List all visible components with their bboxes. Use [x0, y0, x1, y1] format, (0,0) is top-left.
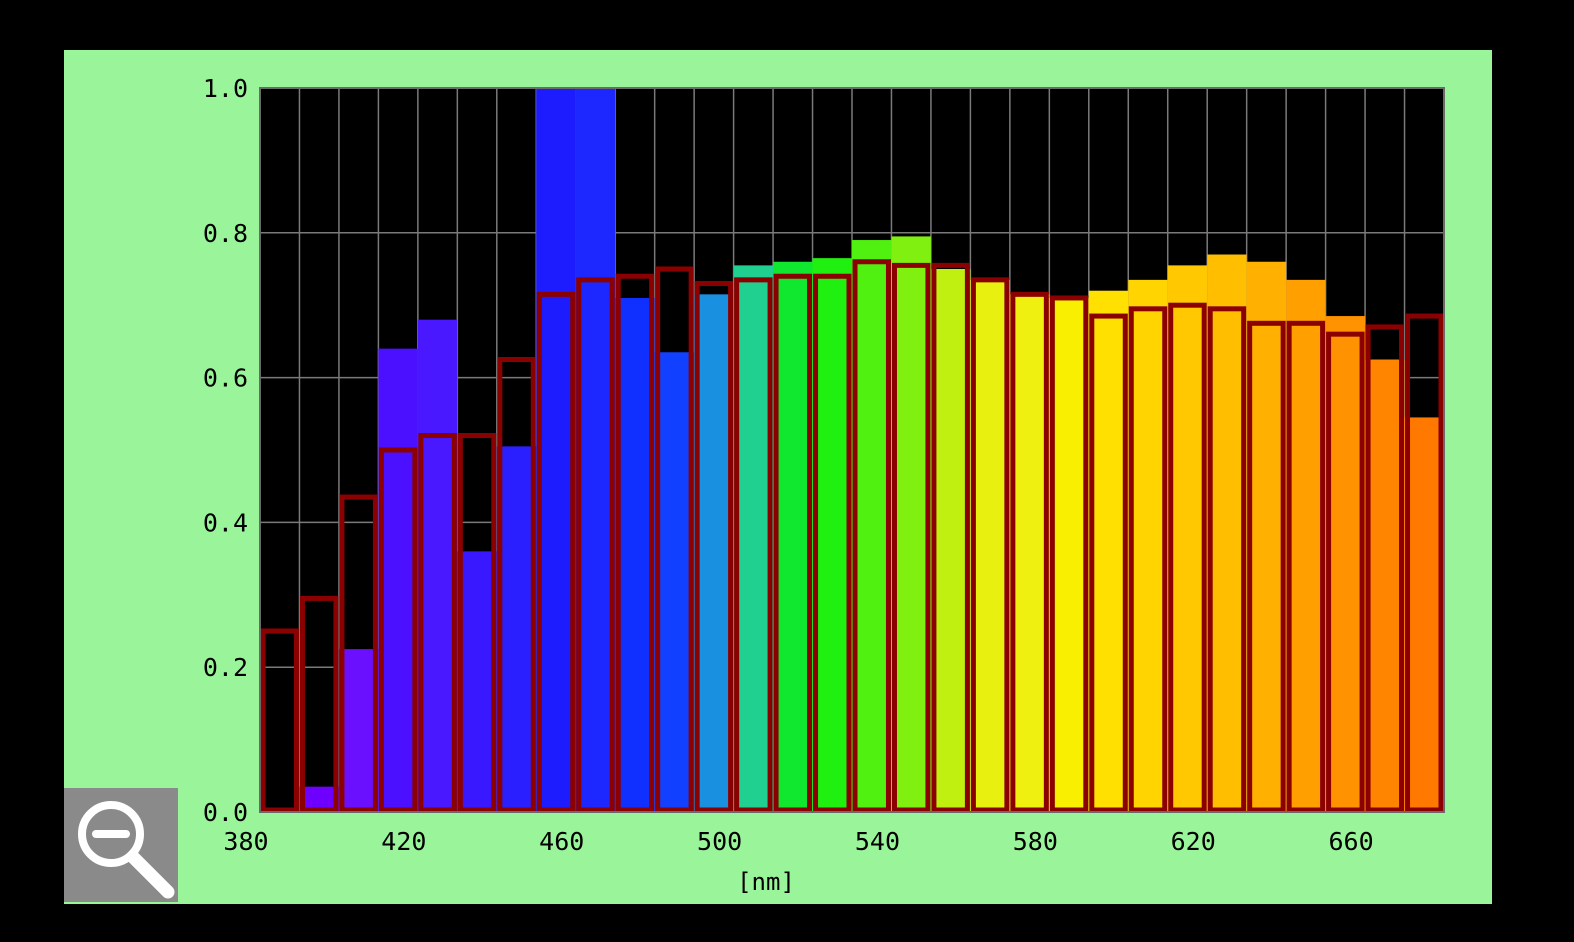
filled-bar — [338, 649, 379, 812]
outline-bar — [734, 277, 773, 813]
outline-bar — [852, 259, 891, 813]
filled-bar — [1286, 279, 1326, 812]
y-tick-label: 1.0 — [203, 74, 248, 103]
filled-bar — [615, 297, 655, 813]
filled-bar — [1404, 417, 1444, 812]
filled-bar — [1246, 261, 1287, 812]
zoom-out-button[interactable] — [64, 788, 178, 902]
filled-bar — [575, 88, 616, 812]
filled-bar — [891, 236, 931, 813]
filled-bar — [536, 88, 576, 812]
plot-frame — [259, 87, 1445, 813]
filled-bar — [733, 265, 774, 812]
filled-bar — [496, 446, 537, 812]
y-tick-labels: 0.0 0.2 0.4 0.6 0.8 1.0 — [203, 74, 248, 827]
outline-bar — [813, 273, 852, 813]
filled-bar — [654, 352, 695, 812]
outline-bar — [339, 494, 378, 813]
x-tick-label: 660 — [1328, 827, 1373, 856]
outline-bar — [1326, 331, 1365, 813]
y-tick-label: 0.0 — [203, 798, 248, 827]
outline-bar — [378, 447, 418, 813]
zoom-out-icon — [78, 801, 175, 899]
outline-bar — [615, 273, 655, 813]
outline-bar — [694, 280, 734, 813]
filled-bar — [812, 258, 852, 812]
outline-bar — [299, 595, 339, 813]
outline-bar — [1405, 313, 1444, 813]
filled-bar — [1365, 359, 1405, 812]
outline-bar — [891, 262, 931, 813]
x-tick-label: 460 — [539, 827, 584, 856]
outline-bar — [1207, 306, 1247, 813]
filled-bar — [1325, 316, 1366, 812]
outline-bar — [576, 277, 615, 813]
filled-bar — [1049, 297, 1089, 813]
outline-bar — [418, 433, 457, 813]
outline-bar — [1128, 306, 1168, 813]
x-axis-title: [nm] — [737, 868, 795, 896]
outline-bar — [1049, 295, 1089, 813]
y-tick-label: 0.4 — [203, 508, 248, 537]
outline-bar — [1286, 320, 1326, 813]
outline-bar — [773, 273, 813, 813]
filled-bar — [1009, 294, 1050, 813]
filled-bar — [378, 348, 418, 812]
outline-bar — [970, 277, 1010, 813]
outline-bar — [497, 357, 536, 813]
y-tick-label: 0.2 — [203, 653, 248, 682]
x-tick-label: 420 — [381, 827, 426, 856]
y-tick-label: 0.8 — [203, 219, 248, 248]
outline-bar — [260, 628, 299, 813]
outline-bar — [931, 262, 970, 813]
filled-bar — [1088, 290, 1129, 813]
filled-bar — [1128, 279, 1168, 812]
outline-bar — [1168, 302, 1207, 813]
filled-bar — [970, 279, 1010, 812]
outline-bars — [260, 259, 1444, 813]
outline-bar — [1089, 313, 1128, 813]
outline-bar — [457, 433, 497, 813]
outline-bar — [536, 291, 576, 813]
filled-bar — [1167, 265, 1208, 812]
x-tick-label: 580 — [1013, 827, 1058, 856]
filled-bar — [457, 551, 497, 812]
outline-bar — [1365, 324, 1405, 813]
x-tick-label: 380 — [223, 827, 268, 856]
outline-bar — [655, 266, 694, 813]
x-tick-label: 500 — [697, 827, 742, 856]
x-tick-label: 620 — [1171, 827, 1216, 856]
filled-bar — [852, 240, 892, 813]
outline-bar — [1247, 320, 1286, 813]
y-tick-label: 0.6 — [203, 364, 248, 393]
filled-bar — [694, 294, 734, 813]
outline-bar — [1010, 291, 1049, 813]
x-tick-label: 540 — [855, 827, 900, 856]
filled-bar — [417, 319, 458, 812]
filled-bar — [930, 269, 971, 812]
filled-bars — [299, 88, 1444, 813]
filled-bar — [1207, 254, 1247, 812]
filled-bar — [773, 261, 813, 812]
x-tick-labels: 380 420 460 500 540 580 620 660 — [223, 827, 1373, 856]
